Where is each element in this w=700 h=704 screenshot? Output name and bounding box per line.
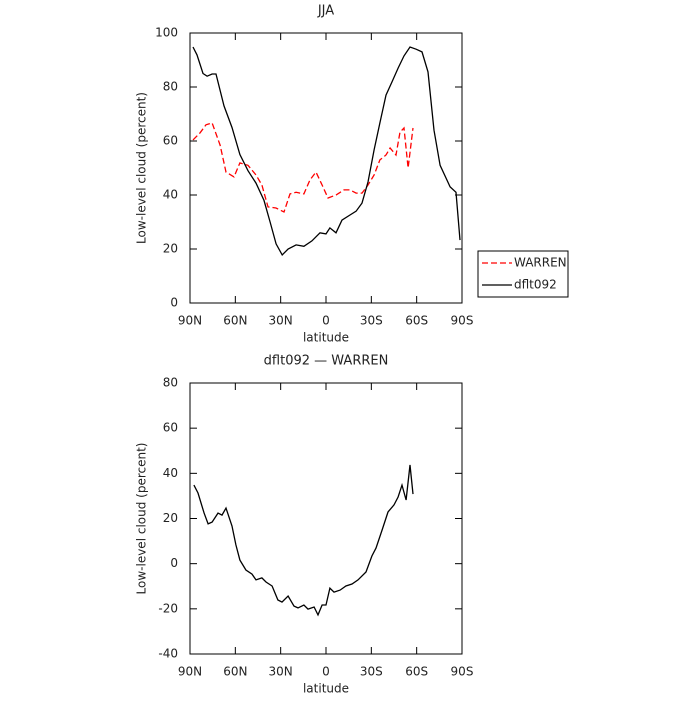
x-tick-label: 30N xyxy=(269,314,293,328)
y-tick-label: 40 xyxy=(163,188,178,202)
y-tick-label: 100 xyxy=(155,26,178,40)
x-tick-label: 90N xyxy=(178,314,202,328)
y-tick-label: -20 xyxy=(158,601,178,615)
y-tick-label: 20 xyxy=(163,242,178,256)
x-tick-label: 90S xyxy=(451,314,474,328)
y-tick-label: 80 xyxy=(163,80,178,94)
y-axis-label: Low-level cloud (percent) xyxy=(135,443,149,595)
y-tick-label: 60 xyxy=(163,421,178,435)
panel: dflt092 — WARREN latitude Low-level cloud … xyxy=(135,354,474,696)
data-line xyxy=(193,464,414,617)
legend-label: WARREN xyxy=(514,256,567,270)
legend-label: dflt092 xyxy=(514,278,557,292)
chart-title: dflt092 — WARREN xyxy=(264,354,389,369)
data-line xyxy=(192,122,414,213)
y-tick-label: -40 xyxy=(158,647,178,661)
x-axis-label: latitude xyxy=(303,331,349,345)
data-line xyxy=(192,46,461,256)
y-tick-label: 80 xyxy=(163,376,178,390)
plot-frame xyxy=(189,382,463,655)
y-tick-label: 40 xyxy=(163,466,178,480)
x-tick-label: 90S xyxy=(451,665,474,679)
x-tick-label: 0 xyxy=(322,665,330,679)
legend-box xyxy=(477,250,569,298)
x-tick-label: 60N xyxy=(223,314,247,328)
x-tick-label: 60S xyxy=(405,314,428,328)
chart-title: JJA xyxy=(317,4,334,19)
x-axis-label: latitude xyxy=(303,682,349,696)
x-tick-label: 30S xyxy=(360,314,383,328)
panel: JJA latitude Low-level cloud (percent) 90N 6… xyxy=(135,4,569,345)
y-axis-label: Low-level cloud (percent) xyxy=(135,92,149,244)
x-tick-label: 60N xyxy=(223,665,247,679)
y-tick-label: 0 xyxy=(170,556,178,570)
plot-frame xyxy=(189,32,463,304)
x-tick-label: 0 xyxy=(322,314,330,328)
y-tick-label: 60 xyxy=(163,134,178,148)
x-tick-label: 90N xyxy=(178,665,202,679)
x-tick-label: 30S xyxy=(360,665,383,679)
legend: WARREN dflt092 xyxy=(477,250,569,298)
y-tick-label: 0 xyxy=(170,296,178,310)
x-tick-label: 60S xyxy=(405,665,428,679)
y-tick-label: 20 xyxy=(163,511,178,525)
x-tick-label: 30N xyxy=(269,665,293,679)
